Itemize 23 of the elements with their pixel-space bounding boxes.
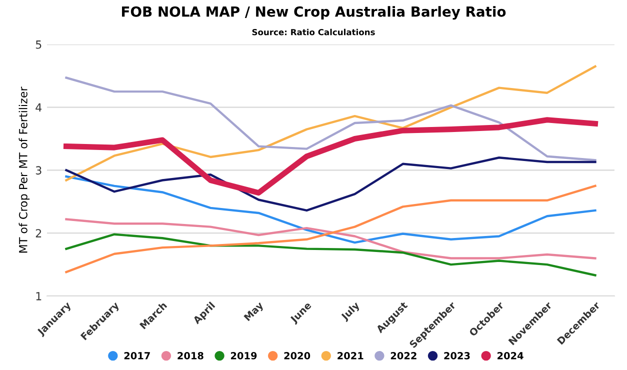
y-tick-label: 4 [36, 103, 42, 112]
line-series [65, 233, 596, 276]
line-series [65, 76, 596, 162]
y-axis-title: MT of Crop Per MT of Fertilizer [18, 86, 30, 253]
legend-label: 2020 [284, 352, 310, 360]
legend-label: 2024 [498, 352, 524, 360]
legend-label: 2023 [444, 352, 470, 360]
legend-label: 2019 [230, 352, 257, 360]
legend-label: 2021 [338, 352, 364, 360]
line-series [65, 65, 596, 182]
legend-label: 2017 [124, 352, 150, 360]
line-series [65, 175, 596, 244]
chart-title: FOB NOLA MAP / New Crop Australia Barley Ratio [122, 6, 506, 20]
y-tick-label: 2 [36, 229, 42, 238]
chart-subtitle: Source: Ratio Calculations [252, 28, 375, 36]
y-tick-label: 3 [36, 166, 42, 175]
y-tick-label: 5 [36, 40, 42, 49]
legend-label: 2018 [178, 352, 204, 360]
y-tick-label: 1 [36, 292, 42, 300]
line-series [65, 156, 596, 212]
line-series [65, 184, 596, 274]
legend-label: 2022 [390, 352, 416, 360]
line-series [65, 218, 596, 260]
